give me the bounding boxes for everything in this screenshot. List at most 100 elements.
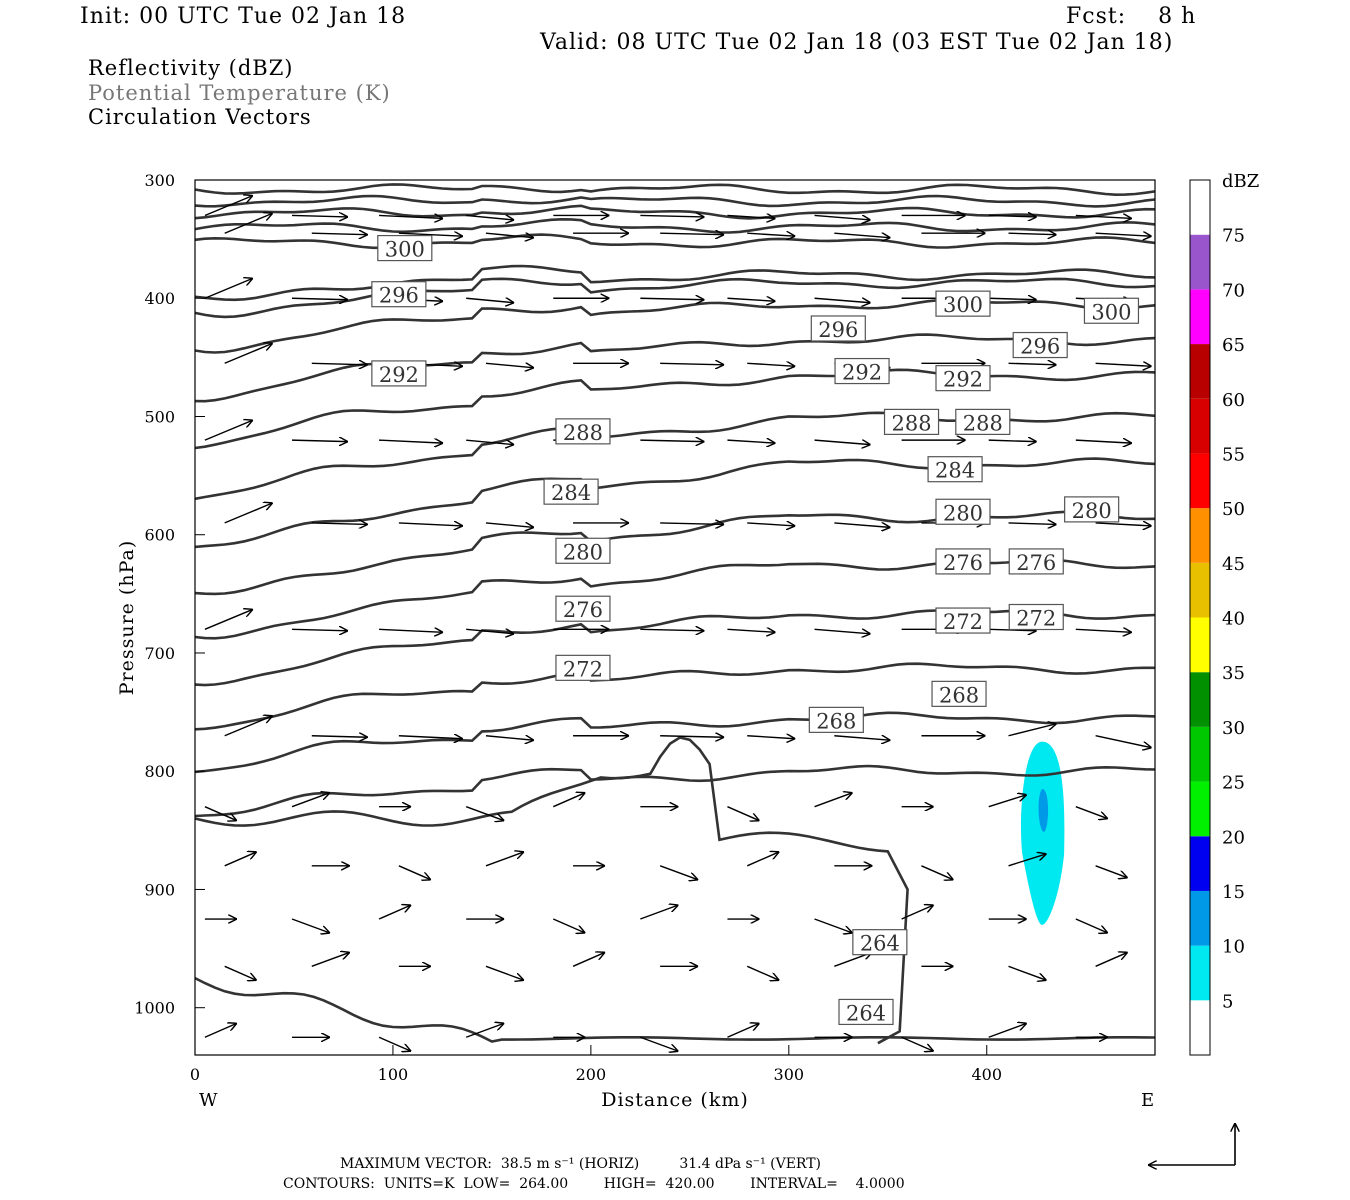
circulation-vector (640, 215, 704, 217)
circulation-vector (572, 952, 605, 967)
theta-contour-line (194, 411, 1156, 501)
theta-contour-line (194, 457, 1156, 549)
circulation-vector (291, 440, 348, 442)
circulation-vector (224, 503, 273, 524)
circulation-vector (988, 215, 1037, 217)
y-tick-label: 600 (144, 526, 175, 545)
contour-label-box (834, 357, 890, 385)
theta-contour-line (194, 183, 1156, 197)
contour-label-box (955, 408, 1011, 435)
circulation-vector (660, 233, 724, 235)
contour-label: 296 (818, 318, 858, 342)
colorbar-title: dBZ (1222, 171, 1259, 192)
theta-contour-264 (194, 736, 909, 1045)
contour-label-box (852, 929, 908, 956)
circulation-vector (204, 609, 253, 630)
circulation-vector (311, 952, 350, 967)
circulation-vector (1075, 918, 1108, 933)
circulation-vector (1095, 233, 1152, 236)
circulation-vector (485, 233, 534, 238)
contour-label-box (1012, 331, 1068, 359)
contour-label: 288 (963, 411, 1003, 435)
theta-contour-line (194, 333, 1156, 403)
contour-label-box (810, 315, 866, 342)
contour-label: 280 (563, 540, 603, 564)
colorbar-segment (1190, 508, 1210, 563)
circulation-vector (814, 440, 871, 445)
circulation-vector (1095, 952, 1128, 967)
circulation-vector (398, 736, 463, 739)
circulation-vector (1008, 363, 1057, 365)
y-tick-label: 700 (144, 644, 175, 663)
circulation-vector (1008, 854, 1047, 867)
colorbar-level: 15 (1222, 882, 1245, 903)
contour-label: 300 (385, 238, 425, 262)
circulation-vectors (204, 195, 1152, 1051)
circulation-vector (485, 523, 534, 528)
circulation-vector (204, 195, 253, 217)
contour-label: 292 (379, 363, 419, 387)
legend-potential-temperature: Potential Temperature (K) (88, 81, 391, 105)
contour-label-box (935, 607, 991, 634)
contour-label-box (883, 408, 940, 435)
circulation-vector (466, 298, 514, 303)
y-tick-label: 800 (144, 762, 175, 781)
circulation-vector (901, 905, 934, 920)
forecast-hour: Fcst: 8 h (1066, 4, 1197, 29)
contour-label: 292 (943, 368, 983, 392)
colorbar-segment (1190, 781, 1210, 837)
contour-label-box (371, 360, 427, 387)
theta-contour-line (194, 264, 1156, 302)
theta-contour-line (194, 558, 1156, 640)
contour-label-box (935, 498, 991, 525)
circulation-vector (727, 1023, 759, 1038)
circulation-vector (291, 918, 330, 933)
circulation-vector (814, 215, 871, 220)
colorbar-level: 35 (1222, 663, 1245, 684)
colorbar-segment (1190, 234, 1210, 290)
circulation-vector (834, 523, 890, 528)
colorbar-segment (1190, 289, 1210, 345)
circulation-vector (727, 629, 775, 632)
circulation-vector (1095, 363, 1152, 366)
contour-label: 284 (935, 459, 975, 483)
circulation-vector (485, 736, 534, 741)
circulation-vector (311, 363, 368, 365)
colorbar-level: 5 (1222, 991, 1233, 1012)
y-tick-label: 400 (144, 289, 175, 308)
theta-contour-surface (194, 976, 1156, 1043)
circulation-vector (747, 736, 795, 739)
colorbar-segment (1190, 836, 1210, 891)
circulation-vector (1075, 215, 1132, 218)
colorbar-level: 10 (1222, 937, 1245, 958)
contour-labels: 3002962922882842802762722682642642962922… (371, 234, 1140, 1025)
colorbar-segment (1190, 672, 1210, 727)
valid-time: Valid: 08 UTC Tue 02 Jan 18 (03 EST Tue … (540, 30, 1174, 55)
colorbar-level: 55 (1222, 444, 1245, 465)
circulation-vector (640, 629, 704, 631)
theta-contour-line (194, 217, 1156, 234)
circulation-vector (660, 736, 724, 738)
theta-contour-line (194, 368, 1156, 450)
colorbar-segment (1190, 617, 1210, 673)
circulation-vector (659, 865, 698, 880)
circulation-vector (640, 905, 678, 920)
contour-label: 280 (943, 501, 983, 525)
circulation-vector (485, 852, 524, 867)
circulation-vector (988, 440, 1037, 442)
colorbar-segment (1190, 726, 1210, 782)
axes: 0 100 200 300 400 300 400 500 600 700 800 900 1000 W E… (116, 171, 1154, 1111)
circulation-vector (901, 1036, 934, 1051)
circulation-vector (379, 629, 443, 632)
colorbar-segment (1190, 1000, 1210, 1055)
circulation-vector (291, 793, 330, 808)
circulation-vector (224, 716, 273, 737)
plot-frame (194, 179, 1156, 1056)
y-tick-label: 1000 (134, 999, 175, 1018)
circulation-vector (921, 865, 953, 880)
contour-label: 284 (551, 481, 591, 505)
contour-label-box (1064, 496, 1120, 523)
contour-label: 296 (1020, 335, 1060, 359)
maximum-vector-note: MAXIMUM VECTOR: 38.5 m s⁻¹ (HORIZ) 31.4 … (340, 1156, 822, 1172)
circulation-vector (1075, 440, 1132, 443)
